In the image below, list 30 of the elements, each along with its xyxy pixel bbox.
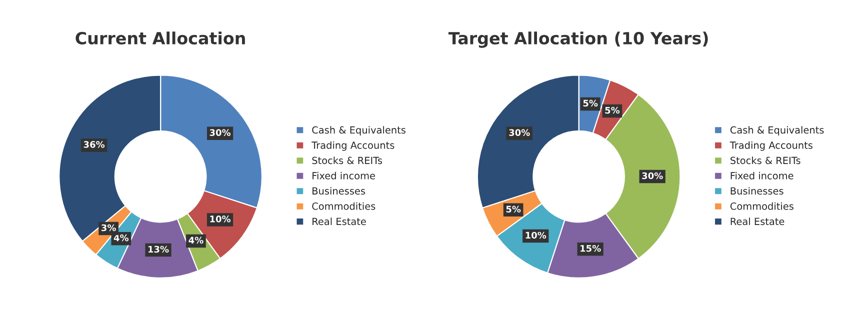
data-label: 5% <box>583 100 598 107</box>
legend-label: Cash & Equivalents <box>312 126 406 136</box>
data-label: 3% <box>102 224 116 232</box>
legend-label: Commodities <box>730 202 794 210</box>
data-label: 30% <box>210 129 231 136</box>
legend-label: Real Estate <box>730 218 784 226</box>
chart-title: Current Allocation <box>76 32 245 44</box>
legend-label: Fixed income <box>312 172 375 180</box>
data-label: 4% <box>114 234 129 242</box>
data-label: 15% <box>580 244 601 252</box>
data-label: 4% <box>188 236 204 244</box>
data-label: 30% <box>642 172 663 180</box>
legend-label: Trading Accounts <box>312 141 394 151</box>
legend-label: Cash & Equivalents <box>730 126 824 136</box>
data-label: 10% <box>526 232 546 239</box>
data-label: 30% <box>509 129 530 136</box>
data-label: 36% <box>84 141 105 148</box>
legend-label: Trading Accounts <box>730 141 812 151</box>
data-label: 10% <box>210 216 231 222</box>
data-label: 13% <box>148 246 169 253</box>
chart-title: Target Allocation (10 Years) <box>448 32 708 48</box>
legend-label: Stocks & REITs <box>730 156 800 164</box>
legend-label: Businesses <box>730 187 784 195</box>
data-label: 5% <box>506 206 521 213</box>
legend-label: Businesses <box>312 187 366 195</box>
data-label: 5% <box>605 106 620 114</box>
legend-label: Fixed income <box>730 172 794 180</box>
legend-label: Stocks & REITs <box>312 156 382 164</box>
legend-label: Real Estate <box>312 218 366 226</box>
legend-label: Commodities <box>312 202 376 210</box>
